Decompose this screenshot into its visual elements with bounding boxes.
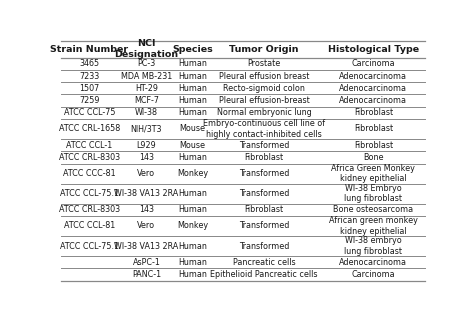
Text: Mouse: Mouse xyxy=(180,141,205,150)
Text: Transformed: Transformed xyxy=(239,241,289,251)
Text: WI-38: WI-38 xyxy=(135,108,158,117)
Text: ATCC CCL-75.1: ATCC CCL-75.1 xyxy=(60,241,119,251)
Text: Transformed: Transformed xyxy=(239,189,289,198)
Text: ATCC CRL-8303: ATCC CRL-8303 xyxy=(59,205,120,214)
Text: African green monkey
kidney epithelial: African green monkey kidney epithelial xyxy=(329,216,418,236)
Text: Bone: Bone xyxy=(363,153,383,162)
Text: Transformed: Transformed xyxy=(239,221,289,231)
Text: ATCC CCL-75: ATCC CCL-75 xyxy=(64,108,115,117)
Text: AsPC-1: AsPC-1 xyxy=(133,258,160,267)
Text: Human: Human xyxy=(178,72,207,80)
Text: Transformed: Transformed xyxy=(239,141,289,150)
Text: HT-29: HT-29 xyxy=(135,84,158,93)
Text: ATCC CCL-1: ATCC CCL-1 xyxy=(66,141,113,150)
Text: ATCC CCL-81: ATCC CCL-81 xyxy=(64,221,115,231)
Text: ATCC CCL-75.1: ATCC CCL-75.1 xyxy=(60,189,119,198)
Text: Epithelioid Pancreatic cells: Epithelioid Pancreatic cells xyxy=(210,270,318,279)
Text: Adenocarcinoma: Adenocarcinoma xyxy=(339,72,407,80)
Text: Monkey: Monkey xyxy=(177,221,208,231)
Text: Mouse: Mouse xyxy=(180,124,205,134)
Text: Species: Species xyxy=(172,45,213,54)
Text: NIH/3T3: NIH/3T3 xyxy=(131,124,162,134)
Text: Africa Green Monkey
kidney epithelial: Africa Green Monkey kidney epithelial xyxy=(331,164,415,183)
Text: Adenocarcinoma: Adenocarcinoma xyxy=(339,84,407,93)
Text: L929: L929 xyxy=(137,141,156,150)
Text: Monkey: Monkey xyxy=(177,169,208,178)
Text: Recto-sigmoid colon: Recto-sigmoid colon xyxy=(223,84,305,93)
Text: Carcinoma: Carcinoma xyxy=(352,270,395,279)
Text: 7233: 7233 xyxy=(80,72,100,80)
Text: Bone osteosarcoma: Bone osteosarcoma xyxy=(333,205,413,214)
Text: Adenocarcinoma: Adenocarcinoma xyxy=(339,258,407,267)
Text: Human: Human xyxy=(178,84,207,93)
Text: Pleural effusion-breast: Pleural effusion-breast xyxy=(219,96,310,105)
Text: Fibroblast: Fibroblast xyxy=(354,108,393,117)
Text: Human: Human xyxy=(178,153,207,162)
Text: Tumor Origin: Tumor Origin xyxy=(229,45,299,54)
Text: Human: Human xyxy=(178,96,207,105)
Text: ATCC CCC-81: ATCC CCC-81 xyxy=(63,169,116,178)
Text: WI-38 VA13 2RA: WI-38 VA13 2RA xyxy=(114,189,179,198)
Text: Human: Human xyxy=(178,189,207,198)
Text: 1507: 1507 xyxy=(80,84,100,93)
Text: Fibroblast: Fibroblast xyxy=(354,124,393,134)
Text: PC-3: PC-3 xyxy=(137,59,155,68)
Text: Embryo-continuous cell line of
highly contact-inhibited cells: Embryo-continuous cell line of highly co… xyxy=(203,119,325,139)
Text: Histological Type: Histological Type xyxy=(328,45,419,54)
Text: MDA MB-231: MDA MB-231 xyxy=(121,72,172,80)
Text: Adenocarcinoma: Adenocarcinoma xyxy=(339,96,407,105)
Text: WI-38 Embryo
lung fibroblast: WI-38 Embryo lung fibroblast xyxy=(344,184,402,204)
Text: ATCC CRL-8303: ATCC CRL-8303 xyxy=(59,153,120,162)
Text: Transformed: Transformed xyxy=(239,169,289,178)
Text: Human: Human xyxy=(178,258,207,267)
Text: Prostate: Prostate xyxy=(247,59,281,68)
Text: NCI
Designation: NCI Designation xyxy=(114,39,179,59)
Text: Fibroblast: Fibroblast xyxy=(245,205,283,214)
Text: Fibroblast: Fibroblast xyxy=(354,141,393,150)
Text: Human: Human xyxy=(178,205,207,214)
Text: Human: Human xyxy=(178,270,207,279)
Text: Normal embryonic lung: Normal embryonic lung xyxy=(217,108,311,117)
Text: PANC-1: PANC-1 xyxy=(132,270,161,279)
Text: 7259: 7259 xyxy=(79,96,100,105)
Text: Fibroblast: Fibroblast xyxy=(245,153,283,162)
Text: WI-38 VA13 2RA: WI-38 VA13 2RA xyxy=(114,241,179,251)
Text: ATCC CRL-1658: ATCC CRL-1658 xyxy=(59,124,120,134)
Text: 3465: 3465 xyxy=(80,59,100,68)
Text: 143: 143 xyxy=(139,205,154,214)
Text: Strain Number: Strain Number xyxy=(51,45,128,54)
Text: Human: Human xyxy=(178,59,207,68)
Text: Vero: Vero xyxy=(137,169,155,178)
Text: 143: 143 xyxy=(139,153,154,162)
Text: Pancreatic cells: Pancreatic cells xyxy=(233,258,295,267)
Text: Carcinoma: Carcinoma xyxy=(352,59,395,68)
Text: Vero: Vero xyxy=(137,221,155,231)
Text: Human: Human xyxy=(178,241,207,251)
Text: Human: Human xyxy=(178,108,207,117)
Text: Pleural effusion breast: Pleural effusion breast xyxy=(219,72,309,80)
Text: WI-38 embryo
lung fibroblast: WI-38 embryo lung fibroblast xyxy=(344,236,402,256)
Text: MCF-7: MCF-7 xyxy=(134,96,159,105)
